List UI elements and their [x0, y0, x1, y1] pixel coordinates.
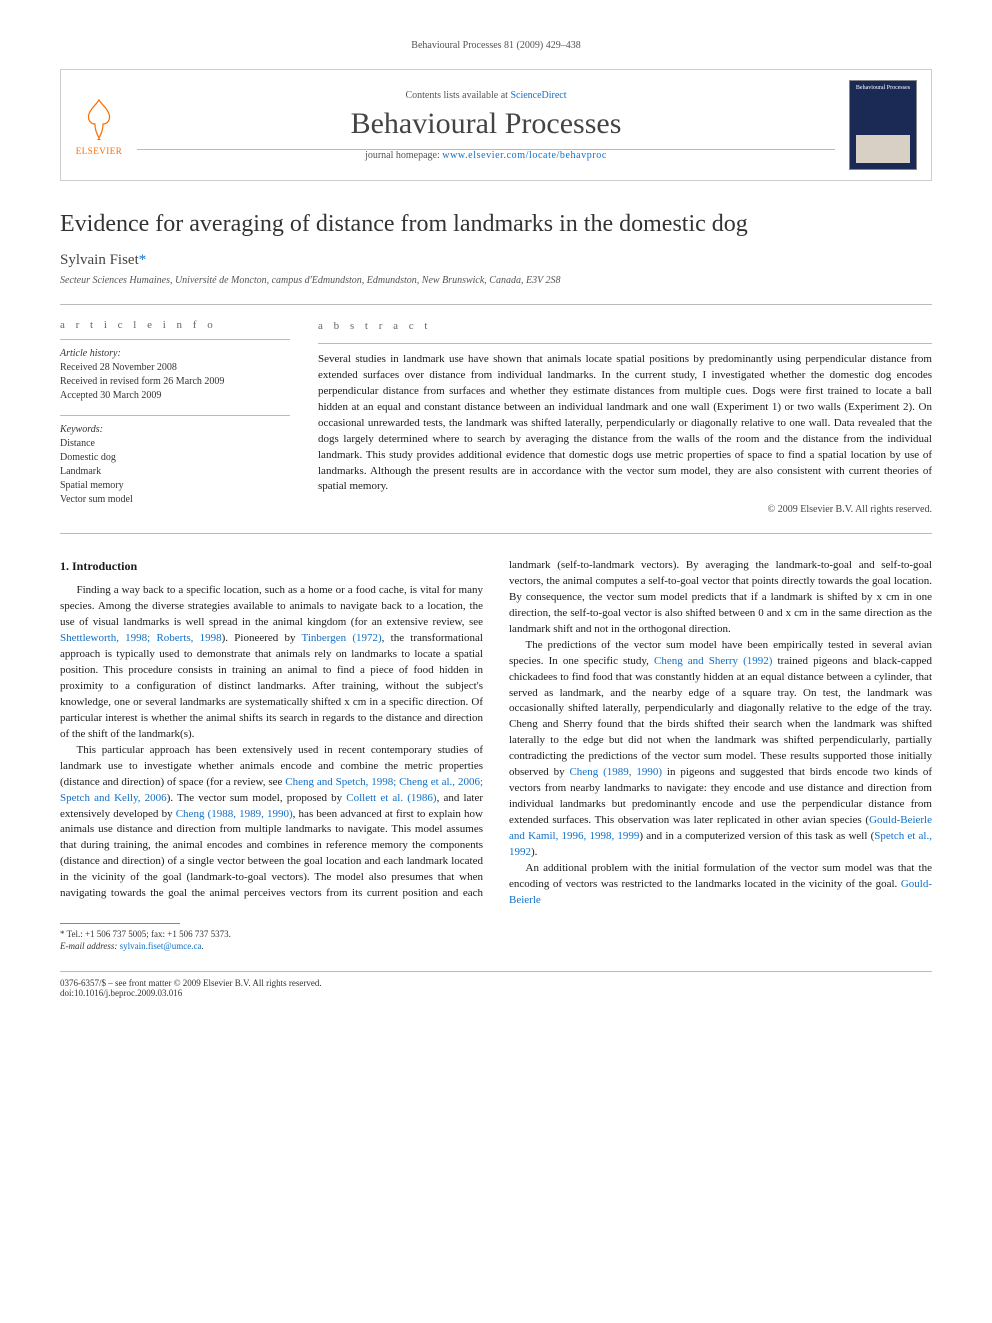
email-suffix: . — [201, 941, 203, 951]
abstract-text: Several studies in landmark use have sho… — [318, 352, 932, 495]
publisher-name: ELSEVIER — [76, 146, 123, 156]
sciencedirect-link[interactable]: ScienceDirect — [510, 90, 566, 101]
citation-link[interactable]: Cheng and Sherry (1992) — [654, 655, 772, 667]
body-text: ). — [531, 846, 537, 858]
article-info-column: a r t i c l e i n f o Article history: R… — [60, 319, 290, 519]
body-text: , the transformational approach is typic… — [60, 632, 483, 740]
footnote-rule — [60, 923, 180, 924]
body-paragraph: Finding a way back to a specific locatio… — [60, 583, 483, 742]
keyword: Domestic dog — [60, 451, 290, 465]
email-footnote: E-mail address: sylvain.fiset@umce.ca. — [60, 940, 932, 953]
history-line: Accepted 30 March 2009 — [60, 389, 290, 403]
author-name: Sylvain Fiset — [60, 252, 139, 268]
keyword: Landmark — [60, 465, 290, 479]
article-history-block: Article history: Received 28 November 20… — [60, 348, 290, 403]
author-email-link[interactable]: sylvain.fiset@umce.ca — [120, 941, 202, 951]
citation-link[interactable]: Shettleworth, 1998; Roberts, 1998 — [60, 632, 222, 644]
journal-header-center: Contents lists available at ScienceDirec… — [137, 90, 835, 161]
journal-header: ELSEVIER Contents lists available at Sci… — [60, 69, 932, 181]
cover-thumb-image — [856, 135, 910, 163]
article-title: Evidence for averaging of distance from … — [60, 211, 932, 238]
body-text: ). Pioneered by — [222, 632, 302, 644]
section-heading-intro: 1. Introduction — [60, 558, 483, 575]
journal-cover-thumbnail: Behavioural Processes — [849, 80, 917, 170]
homepage-prefix: journal homepage: — [365, 150, 442, 161]
body-text: ). The vector sum model, proposed by — [167, 792, 347, 804]
corresponding-footnote: * Tel.: +1 506 737 5005; fax: +1 506 737… — [60, 928, 932, 941]
article-body: 1. Introduction Finding a way back to a … — [60, 558, 932, 909]
info-rule-2 — [60, 415, 290, 416]
citation-link[interactable]: Cheng (1989, 1990) — [569, 766, 662, 778]
front-matter-line: 0376-6357/$ – see front matter © 2009 El… — [60, 978, 322, 988]
body-paragraph: The predictions of the vector sum model … — [509, 638, 932, 861]
info-abstract-row: a r t i c l e i n f o Article history: R… — [60, 304, 932, 534]
abstract-rule — [318, 343, 932, 344]
author-affiliation: Secteur Sciences Humaines, Université de… — [60, 275, 932, 286]
footnote-tel: Tel.: +1 506 737 5005; fax: +1 506 737 5… — [67, 929, 231, 939]
journal-homepage-link[interactable]: www.elsevier.com/locate/behavproc — [442, 150, 607, 161]
footnote-marker: * — [60, 929, 65, 939]
keywords-block: Keywords: Distance Domestic dog Landmark… — [60, 424, 290, 507]
bottom-bar: 0376-6357/$ – see front matter © 2009 El… — [60, 971, 932, 998]
keyword: Distance — [60, 437, 290, 451]
running-header: Behavioural Processes 81 (2009) 429–438 — [60, 40, 932, 51]
keyword: Spatial memory — [60, 479, 290, 493]
article-info-label: a r t i c l e i n f o — [60, 319, 290, 331]
elsevier-tree-icon — [75, 94, 123, 142]
citation-link[interactable]: Collett et al. (1986) — [346, 792, 436, 804]
keyword: Vector sum model — [60, 493, 290, 507]
article-history-label: Article history: — [60, 348, 290, 359]
citation-link[interactable]: Tinbergen (1972) — [302, 632, 382, 644]
history-line: Received in revised form 26 March 2009 — [60, 375, 290, 389]
abstract-label: a b s t r a c t — [318, 319, 932, 335]
email-label: E-mail address: — [60, 941, 117, 951]
author-corresponding-marker[interactable]: * — [139, 252, 147, 268]
bottom-left: 0376-6357/$ – see front matter © 2009 El… — [60, 978, 322, 998]
cover-thumb-title: Behavioural Processes — [850, 81, 916, 91]
abstract-copyright: © 2009 Elsevier B.V. All rights reserved… — [318, 503, 932, 518]
doi-line: doi:10.1016/j.beproc.2009.03.016 — [60, 988, 322, 998]
contents-available-line: Contents lists available at ScienceDirec… — [137, 90, 835, 101]
contents-prefix: Contents lists available at — [405, 90, 510, 101]
abstract-column: a b s t r a c t Several studies in landm… — [318, 319, 932, 519]
body-text: An additional problem with the initial f… — [509, 862, 932, 890]
body-text: ) and in a computerized version of this … — [639, 830, 874, 842]
footnote-block: * Tel.: +1 506 737 5005; fax: +1 506 737… — [60, 928, 932, 953]
citation-link[interactable]: Cheng (1988, 1989, 1990) — [176, 808, 293, 820]
journal-homepage-line: journal homepage: www.elsevier.com/locat… — [137, 150, 835, 161]
author-line: Sylvain Fiset* — [60, 252, 932, 269]
keywords-label: Keywords: — [60, 424, 290, 435]
history-line: Received 28 November 2008 — [60, 361, 290, 375]
journal-title: Behavioural Processes — [137, 107, 835, 141]
body-text: Finding a way back to a specific locatio… — [60, 584, 483, 628]
body-paragraph: An additional problem with the initial f… — [509, 861, 932, 909]
info-rule-1 — [60, 339, 290, 340]
body-text: trained pigeons and black-capped chickad… — [509, 655, 932, 779]
publisher-logo-box: ELSEVIER — [75, 94, 123, 156]
